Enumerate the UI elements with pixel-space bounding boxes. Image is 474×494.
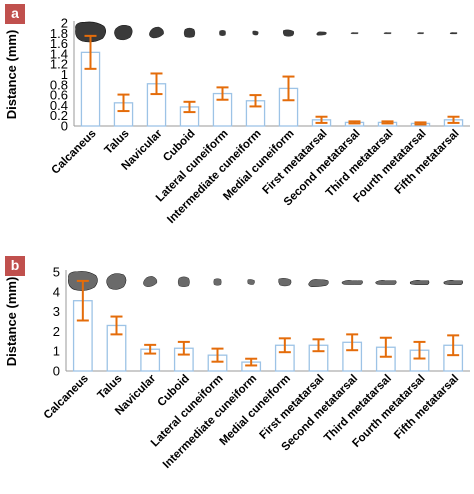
y-tick-label: 0.2 (50, 108, 68, 123)
y-axis-label: Distance (mm) (4, 30, 19, 120)
fifth-metatarsal-bone-icon (449, 32, 458, 35)
y-tick-label: 1.8 (50, 26, 68, 41)
medial-cuneiform-bone-icon (278, 278, 292, 287)
y-tick-label: 0.6 (50, 88, 68, 103)
navicular-bone-icon (143, 276, 158, 287)
fourth-metatarsal-bone-icon (409, 280, 430, 285)
y-tick-label: 2 (61, 16, 68, 31)
talus-bone-icon (114, 24, 133, 41)
cuboid-bone-icon (183, 27, 196, 38)
y-tick-label: 1 (61, 67, 68, 82)
second-metatarsal-bone-icon (341, 280, 363, 285)
intermediate-cuneiform-bone-icon (247, 279, 255, 285)
first-metatarsal-bone-icon (308, 279, 329, 288)
first-metatarsal-bone-icon (316, 31, 327, 36)
talus-bone-icon (106, 273, 127, 290)
y-tick-label: 4 (53, 284, 60, 299)
y-tick-label: 0 (61, 119, 68, 134)
bar-chart-a: Distance (mm) 00.20.40.60.811.21.41.61.82… (4, 16, 470, 226)
navicular-bone-icon (149, 26, 164, 39)
x-tick-label: Talus (95, 373, 124, 402)
y-axis-label: Distance (mm) (4, 277, 19, 367)
bone-icons-row (75, 21, 458, 43)
calcaneus-bone-icon (75, 21, 106, 43)
lateral-cuneiform-bone-icon (213, 278, 222, 286)
y-tick-label: 1.4 (50, 46, 68, 61)
third-metatarsal-bone-icon (375, 280, 397, 285)
panel-label-badge: b (5, 256, 25, 276)
y-tick-label: 1.6 (50, 36, 68, 51)
fourth-metatarsal-bone-icon (417, 32, 424, 34)
cuboid-bone-icon (177, 276, 190, 287)
y-tick-label: 3 (53, 304, 60, 319)
y-tick-label: 0.4 (50, 98, 68, 113)
intermediate-cuneiform-bone-icon (252, 30, 259, 36)
third-metatarsal-bone-icon (383, 32, 392, 34)
y-tick-label: 1 (53, 344, 60, 359)
x-tick-label: Calcaneus (42, 373, 91, 422)
lateral-cuneiform-bone-icon (219, 30, 226, 36)
chart-panel-b: b Distance (mm) 0 1 2 3 4 5 Calcaneus Talus Navic… (0, 252, 474, 494)
fifth-metatarsal-bone-icon (443, 280, 463, 285)
y-tick-label: 2 (53, 324, 60, 339)
medial-cuneiform-bone-icon (282, 29, 295, 37)
y-tick-label: 1.2 (50, 57, 68, 72)
chart-panel-a: a Distance (mm) 0 0.2 0.4 0.6 0.8 1 1.2 1.4 1.6 1.… (0, 0, 474, 245)
y-tick-label: 0.8 (50, 77, 68, 92)
x-tick-label: Fifth metatarsal (392, 373, 461, 442)
x-tick-label: Fifth metatarsal (393, 128, 462, 197)
x-tick-label: Talus (102, 128, 131, 157)
y-tick-label: 5 (53, 265, 60, 280)
y-tick-label: 0 (53, 364, 60, 379)
second-metatarsal-bone-icon (350, 32, 359, 34)
panel-label-badge: a (5, 4, 25, 24)
bone-icons-row (68, 271, 463, 291)
x-tick-label: Calcaneus (49, 128, 98, 177)
